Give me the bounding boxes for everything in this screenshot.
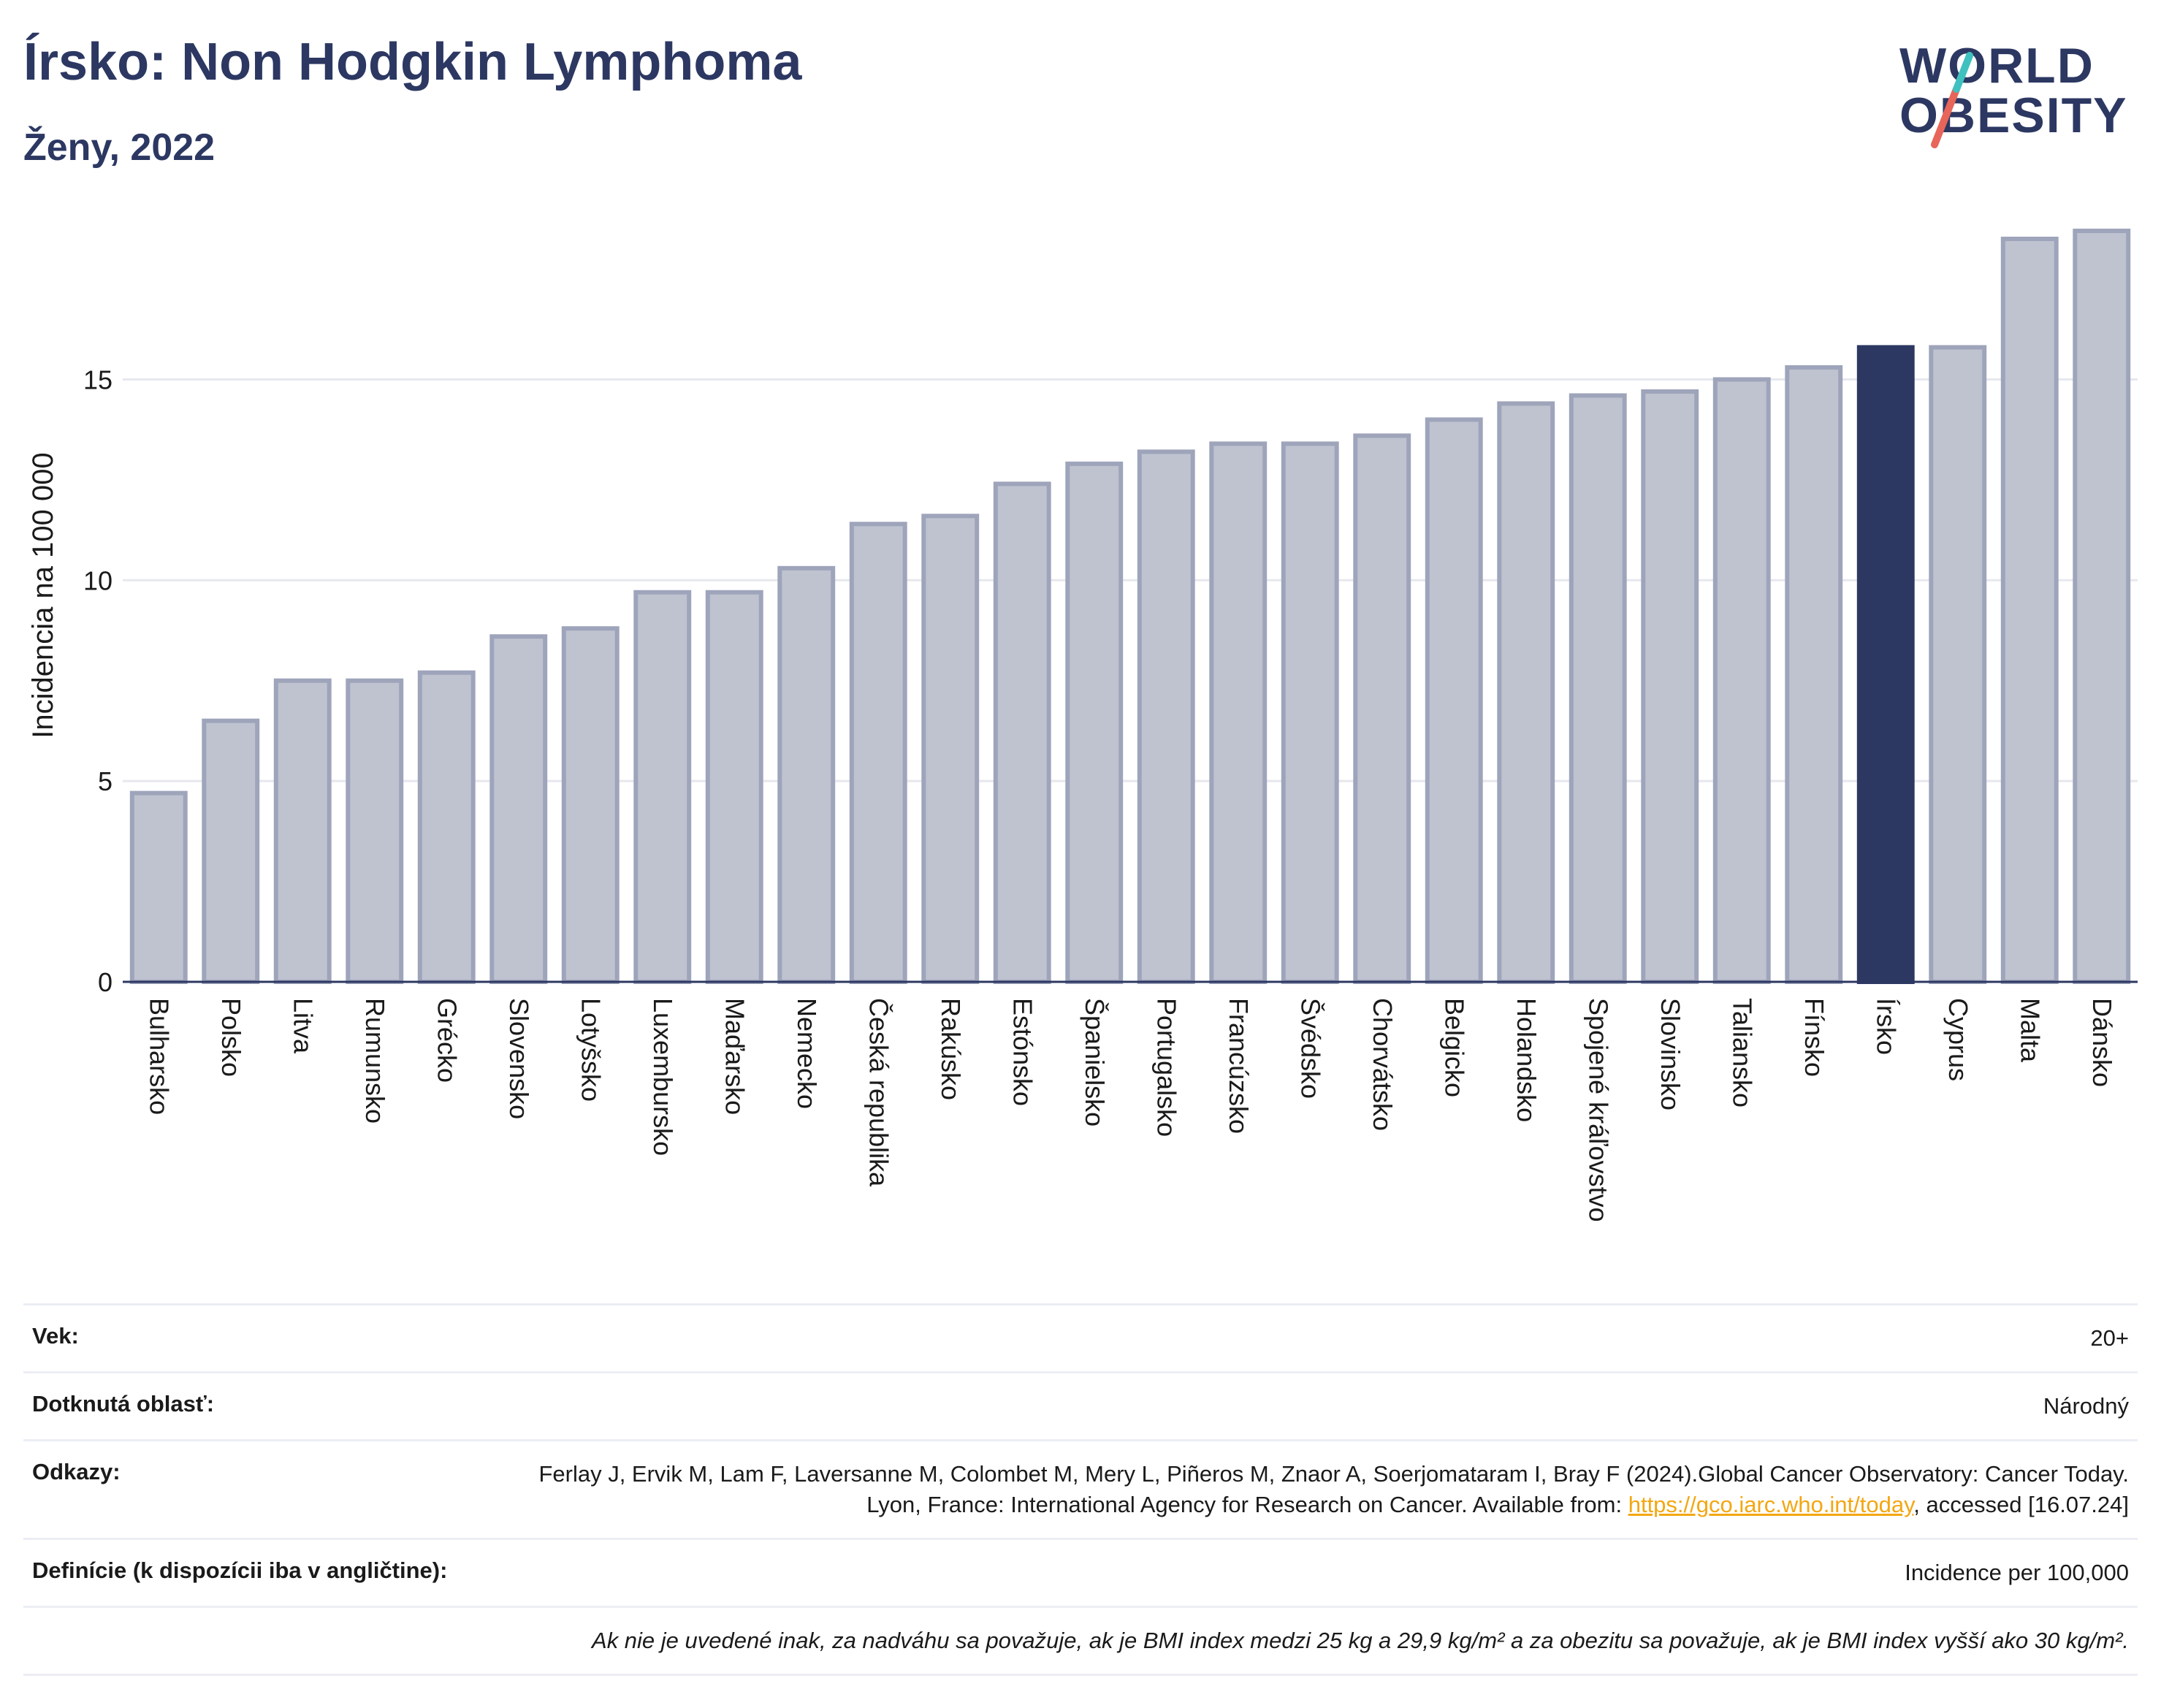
age-value: 20+	[2090, 1325, 2129, 1351]
bar-Rakúsko[interactable]	[921, 514, 980, 984]
definitions-value: Incidence per 100,000	[1905, 1560, 2129, 1585]
x-tick-label: Malta	[2015, 998, 2045, 1063]
x-tick-label: Portugalsko	[1151, 998, 1181, 1137]
page-subtitle: Ženy, 2022	[23, 126, 216, 169]
x-tick-label: Chorvátsko	[1368, 998, 1398, 1131]
x-tick-label: Rakúsko	[936, 998, 966, 1100]
bar-Lotyšsko[interactable]	[561, 626, 620, 984]
bar-Grécko[interactable]	[417, 670, 476, 984]
y-tick-label: 10	[83, 565, 113, 595]
references-accessed: , accessed [16.07.24]	[1913, 1492, 2129, 1517]
area-value: Národný	[2043, 1393, 2129, 1419]
bar-Taliansko[interactable]	[1712, 377, 1771, 984]
bars	[123, 229, 2138, 985]
meta-row-definitions: Definície (k dispozícii iba v angličtine…	[23, 1538, 2138, 1606]
metadata-table: Vek: 20+ Dotknutá oblasť: Národný Odkazy…	[23, 1303, 2138, 1676]
y-tick-label: 0	[98, 967, 113, 997]
x-tick-label: Cyprus	[1943, 998, 1973, 1081]
x-tick-labels: Bulharsko Polsko Litva Rumunsko Grécko Sloven…	[144, 998, 2117, 1222]
bar-Litva[interactable]	[273, 678, 332, 985]
bar-Chorvátsko[interactable]	[1353, 433, 1411, 984]
y-tick-label: 5	[98, 766, 113, 796]
bar-Švédsko[interactable]	[1281, 441, 1339, 984]
x-tick-label: Slovensko	[504, 998, 534, 1119]
bar-Cyprus[interactable]	[1929, 345, 1987, 984]
x-tick-label: Írsko	[1871, 998, 1901, 1055]
x-tick-label: Holandsko	[1512, 998, 1541, 1122]
meta-row-age: Vek: 20+	[23, 1303, 2138, 1371]
bar-Holandsko[interactable]	[1497, 401, 1555, 985]
x-tick-label: Bulharsko	[144, 998, 174, 1115]
x-tick-label: Slovinsko	[1655, 998, 1685, 1110]
references-label: Odkazy:	[32, 1459, 121, 1484]
x-tick-label: Taliansko	[1727, 998, 1757, 1107]
logo-slash-icon	[1931, 52, 1973, 148]
bar-Portugalsko[interactable]	[1137, 449, 1195, 984]
meta-row-area: Dotknutá oblasť: Národný	[23, 1371, 2138, 1439]
x-tick-label: Nemecko	[792, 998, 822, 1109]
x-tick-label: Česká republika	[864, 998, 893, 1187]
references-text: Ferlay J, Ervik M, Lam F, Laversanne M, …	[538, 1461, 2129, 1517]
bar-Bulharsko[interactable]	[129, 790, 188, 984]
bar-Belgicko[interactable]	[1425, 417, 1483, 984]
bar-Slovinsko[interactable]	[1641, 389, 1699, 984]
logo-line-world: WORLD	[1899, 38, 2095, 94]
chart-svg: 0 5 10 15 Bulharsko Polsko Litva Rumunsko Gréck…	[27, 229, 2138, 1222]
bar-Rumunsko[interactable]	[346, 678, 404, 985]
x-tick-label: Fínsko	[1799, 998, 1829, 1077]
x-tick-label: Dánsko	[2087, 998, 2117, 1087]
x-tick-label: Grécko	[432, 998, 462, 1083]
bar-Česká republika[interactable]	[849, 522, 907, 984]
x-tick-label: Francúzsko	[1224, 998, 1254, 1134]
page-title: Írsko: Non Hodgkin Lymphoma	[23, 33, 802, 91]
x-tick-label: Belgicko	[1439, 998, 1469, 1097]
bar-Španielsko[interactable]	[1065, 461, 1124, 984]
x-tick-label: Švédsko	[1295, 998, 1325, 1099]
x-tick-label: Maďarsko	[720, 998, 750, 1115]
references-value: Ferlay J, Ervik M, Lam F, Laversanne M, …	[485, 1459, 2129, 1520]
definitions-label: Definície (k dispozícii iba v angličtine…	[32, 1558, 448, 1583]
bar-Spojené kráľovstvo[interactable]	[1569, 393, 1627, 984]
bar-Luxembursko[interactable]	[633, 590, 692, 984]
x-tick-label: Rumunsko	[360, 998, 390, 1124]
y-tick-labels: 0 5 10 15	[83, 365, 113, 997]
age-label: Vek:	[32, 1323, 79, 1349]
bar-Slovensko[interactable]	[489, 634, 548, 984]
bar-Polsko[interactable]	[202, 718, 260, 984]
x-tick-label: Polsko	[216, 998, 246, 1077]
world-obesity-logo: WORLD OBESITY	[1899, 35, 2141, 159]
area-label: Dotknutá oblasť:	[32, 1391, 215, 1417]
references-link[interactable]: https://gco.iarc.who.int/today	[1628, 1492, 1914, 1517]
bmi-note: Ak nie je uvedené inak, za nadváhu sa po…	[592, 1628, 2129, 1653]
bar-Nemecko[interactable]	[777, 565, 836, 984]
bar-Malta[interactable]	[2000, 236, 2059, 985]
x-tick-label: Litva	[288, 998, 318, 1054]
bar-Fínsko[interactable]	[1785, 365, 1843, 984]
x-tick-label: Luxembursko	[648, 998, 678, 1156]
bar-Francúzsko[interactable]	[1209, 441, 1268, 984]
x-tick-label: Spojené kráľovstvo	[1583, 998, 1613, 1222]
bar-Estónsko[interactable]	[993, 481, 1051, 984]
meta-row-references: Odkazy: Ferlay J, Ervik M, Lam F, Lavers…	[23, 1439, 2138, 1538]
x-tick-label: Estónsko	[1007, 998, 1037, 1106]
bar-chart: 0 5 10 15 Bulharsko Polsko Litva Rumunsko Gréck…	[0, 197, 2161, 1293]
x-tick-label: Španielsko	[1080, 998, 1110, 1126]
bar-Maďarsko[interactable]	[705, 590, 763, 984]
x-tick-label: Lotyšsko	[576, 998, 606, 1102]
y-axis-label: Incidencia na 100 000	[27, 452, 59, 738]
y-tick-label: 15	[83, 365, 113, 394]
bar-Írsko[interactable]	[1856, 345, 1915, 984]
bar-Dánsko[interactable]	[2073, 229, 2131, 984]
meta-row-note: Ak nie je uvedené inak, za nadváhu sa po…	[23, 1606, 2138, 1676]
